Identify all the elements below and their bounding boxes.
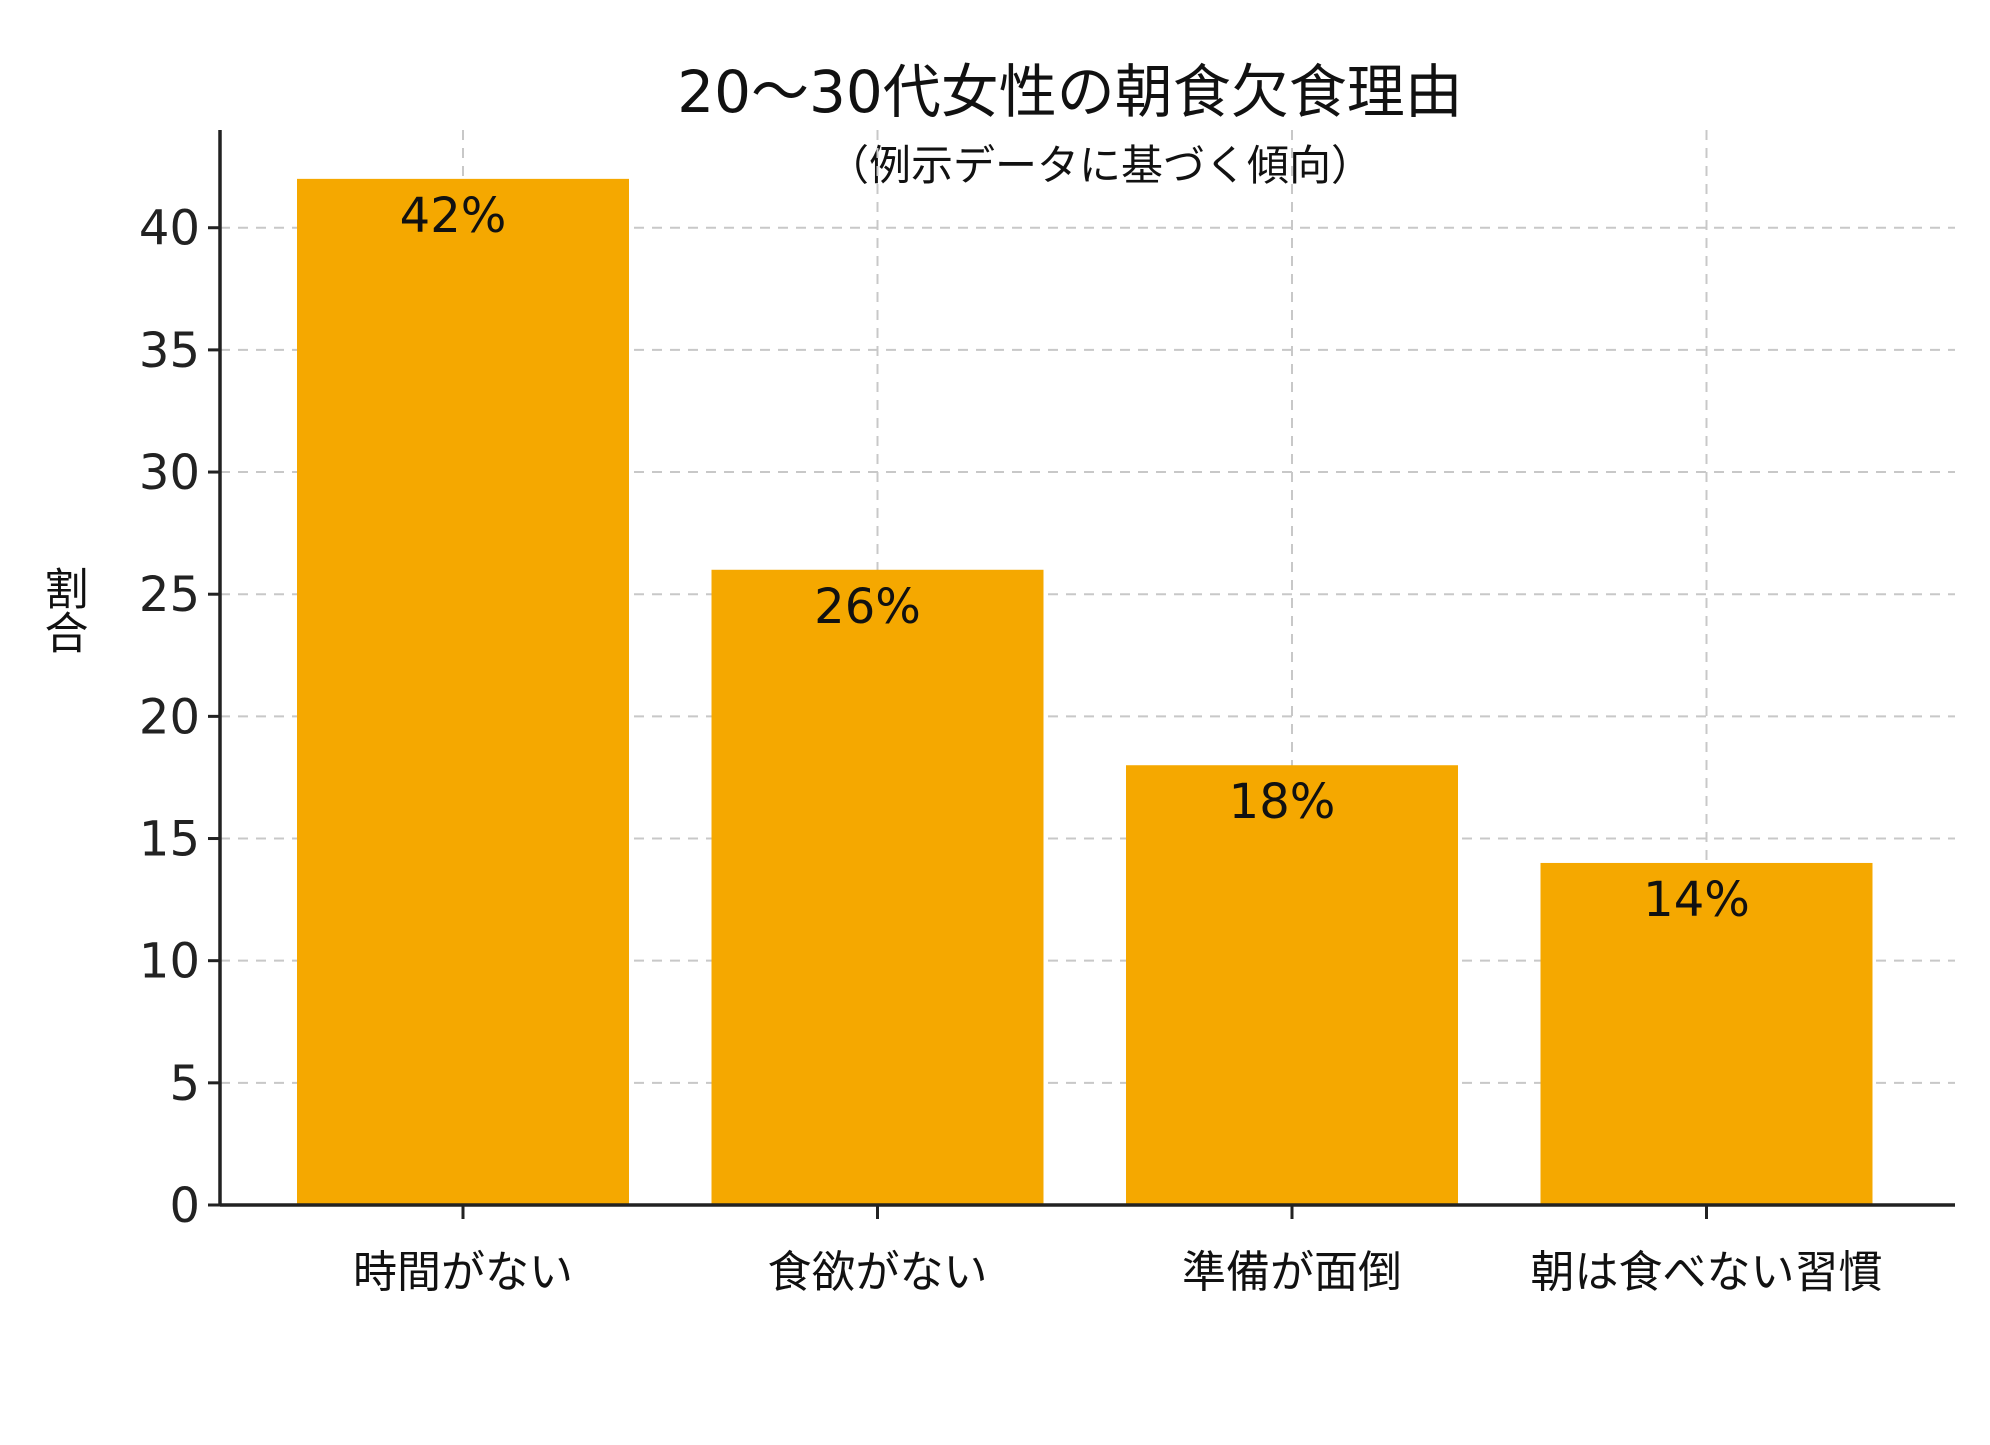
x-tick-label: 時間がない: [353, 1247, 573, 1298]
y-tick-label: 25: [139, 567, 200, 623]
labels: 0 5 10 15 20 25 30 35 40 時間がない 42% 食欲がない 26% 準備が面倒 18%…: [139, 188, 1883, 1298]
y-tick-label: 0: [169, 1178, 200, 1234]
bar: [297, 178, 629, 1205]
x-tick-label: 準備が面倒: [1182, 1247, 1402, 1298]
chart-title: 20～30代女性の朝食欠食理由: [677, 58, 1463, 126]
y-tick-label: 30: [139, 445, 200, 501]
data-label: 42%: [400, 188, 507, 244]
axes: [208, 130, 1955, 1219]
chart-subtitle: （例示データに基づく傾向）: [827, 141, 1373, 190]
y-tick-label: 5: [169, 1056, 200, 1112]
data-label: 18%: [1229, 774, 1336, 830]
bar: [711, 569, 1044, 1205]
y-tick-label: 20: [139, 689, 200, 745]
bar: [1126, 765, 1458, 1205]
data-label: 26%: [814, 579, 921, 635]
x-tick-label: 朝は食べない習慣: [1531, 1247, 1883, 1298]
x-tick-label: 食欲がない: [768, 1247, 988, 1298]
bars: [297, 178, 1873, 1205]
y-tick-label: 35: [139, 323, 200, 379]
data-label: 14%: [1643, 872, 1750, 928]
bar: [1540, 862, 1873, 1205]
y-axis-label: 割合: [37, 566, 88, 654]
y-tick-label: 15: [139, 812, 200, 868]
y-tick-label: 10: [139, 934, 200, 990]
y-tick-label: 40: [139, 201, 200, 257]
